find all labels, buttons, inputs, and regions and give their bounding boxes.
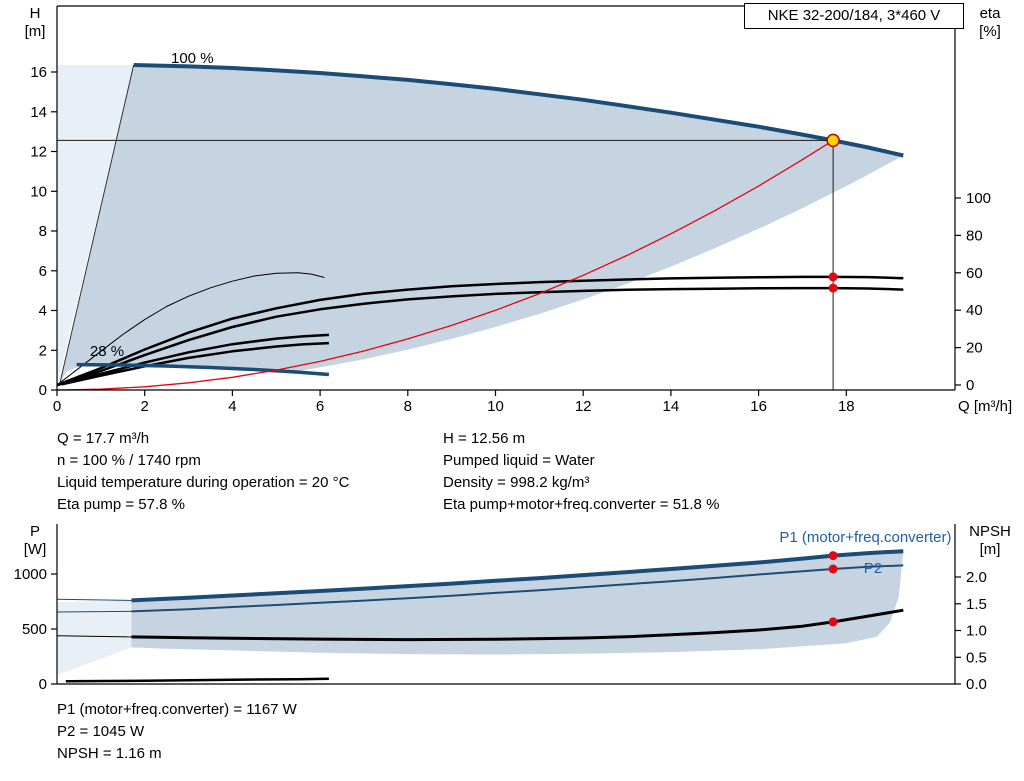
duty-point-marker	[826, 133, 840, 148]
y-right-tick-label: 40	[966, 302, 983, 319]
y-left-axis-title: [m]	[25, 23, 46, 40]
y-left-tick-label: 12	[30, 144, 47, 161]
y-right-tick-label: 1.5	[966, 596, 987, 613]
y-left-tick-label: 500	[22, 621, 47, 638]
speed-100-label: 100 %	[171, 50, 214, 67]
x-tick-label: 10	[487, 398, 504, 415]
x-tick-label: 18	[838, 398, 855, 415]
eta-total-curve-28	[61, 341, 329, 386]
info-line-p2: P2 = 1045 W	[57, 723, 145, 740]
speed-28-label: 28 %	[90, 343, 124, 360]
npsh-leader-line	[56, 635, 132, 638]
p2-curve	[131, 564, 904, 613]
info-line-density: Density = 998.2 kg/m³	[443, 474, 590, 491]
y-right-axis-title: eta	[980, 5, 1002, 22]
npsh-curve	[131, 608, 904, 642]
info-line-speed: n = 100 % / 1740 rpm	[57, 452, 201, 469]
x-tick-label: 14	[663, 398, 680, 415]
y-right-tick-label: 1.0	[966, 623, 987, 640]
eta-pump-point	[828, 272, 838, 282]
eta-total-curve	[56, 286, 904, 387]
info-line-npsh: NPSH = 1.16 m	[57, 745, 162, 762]
y-left-tick-label: 4	[39, 303, 47, 320]
qh-curve-28	[76, 362, 330, 377]
y-right-tick-label: 0.0	[966, 676, 987, 693]
y-left-tick-label: 6	[39, 263, 47, 280]
y-right-tick-label: 20	[966, 340, 983, 357]
info-line-p1: P1 (motor+freq.converter) = 1167 W	[57, 701, 297, 718]
eta-curve-28-thin	[56, 272, 325, 386]
qh-curve-100	[133, 63, 904, 158]
y-right-axis-title: [%]	[979, 23, 1001, 40]
qh-eta-chart: 0 2 4 6 8 10 12 14 16 18 Q [m³/h] 0 2 4 6 8 10 12 14 16 0 20 4…	[25, 5, 1013, 415]
y-left-tick-label: 1000	[14, 566, 47, 583]
y-right-axis-title: [m]	[980, 541, 1001, 558]
info-line-liquid: Pumped liquid = Water	[443, 452, 595, 469]
p1-leader-line	[56, 598, 132, 601]
info-line-head: H = 12.56 m	[443, 430, 526, 447]
x-tick-label: 4	[228, 398, 236, 415]
y-right-tick-label: 100	[966, 190, 991, 207]
y-left-axis-title: P	[30, 523, 40, 540]
y-left-tick-label: 14	[30, 104, 47, 121]
x-axis-title: Q [m³/h]	[958, 398, 1012, 415]
low-flow-wedge-power	[57, 600, 132, 676]
y-left-tick-label: 16	[30, 64, 47, 81]
min-flow-boundary-line	[58, 64, 135, 387]
info-line-eta-total: Eta pump+motor+freq.converter = 51.8 %	[443, 496, 720, 513]
eta-total-point	[828, 283, 838, 293]
y-right-axis-title: NPSH	[969, 523, 1011, 540]
x-tick-label: 6	[316, 398, 324, 415]
p2-series-label: P2	[864, 560, 882, 577]
eta-pump-curve	[56, 275, 904, 387]
p1-point	[828, 551, 838, 561]
y-right-tick-label: 0	[966, 377, 974, 394]
eta-pump-curve-28	[61, 333, 329, 386]
p1-curve	[131, 549, 904, 603]
x-tick-label: 2	[141, 398, 149, 415]
p1-series-label: P1 (motor+freq.converter)	[779, 529, 951, 546]
power-info-block: P1 (motor+freq.converter) = 1167 W P2 = …	[57, 699, 297, 765]
y-left-tick-label: 0	[39, 676, 47, 693]
x-tick-label: 0	[53, 398, 61, 415]
pump-model-title: NKE 32-200/184, 3*460 V	[744, 3, 964, 29]
y-left-tick-label: 0	[39, 382, 47, 399]
y-right-tick-label: 60	[966, 265, 983, 282]
p2-leader-line	[56, 610, 132, 613]
power-npsh-chart: 0 500 1000 0.0 0.5 1.0 1.5 2.0 P[W] NPSH[m] P1 (mo…	[14, 523, 1011, 693]
power-envelope	[131, 551, 904, 655]
operating-envelope	[59, 65, 904, 386]
x-tick-label: 8	[404, 398, 412, 415]
y-left-tick-label: 8	[39, 223, 47, 240]
y-left-axis-title: [W]	[24, 541, 47, 558]
system-curve	[56, 139, 834, 391]
x-tick-label: 12	[575, 398, 592, 415]
y-right-tick-label: 2.0	[966, 569, 987, 586]
y-right-tick-label: 80	[966, 227, 983, 244]
npsh-curve-28	[65, 677, 329, 683]
y-right-tick-label: 0.5	[966, 649, 987, 666]
duty-info-left: Q = 17.7 m³/h n = 100 % / 1740 rpm Liqui…	[57, 428, 349, 516]
x-tick-label: 16	[750, 398, 767, 415]
info-line-temperature: Liquid temperature during operation = 20…	[57, 474, 350, 491]
info-line-eta-pump: Eta pump = 57.8 %	[57, 496, 185, 513]
y-left-tick-label: 2	[39, 342, 47, 359]
npsh-point	[828, 617, 838, 627]
low-flow-wedge	[57, 65, 134, 386]
info-line-flow: Q = 17.7 m³/h	[57, 430, 150, 447]
p2-point	[828, 564, 838, 574]
duty-info-right: H = 12.56 m Pumped liquid = Water Densit…	[443, 428, 719, 516]
y-left-tick-label: 10	[30, 183, 47, 200]
y-left-axis-title: H	[30, 5, 41, 22]
